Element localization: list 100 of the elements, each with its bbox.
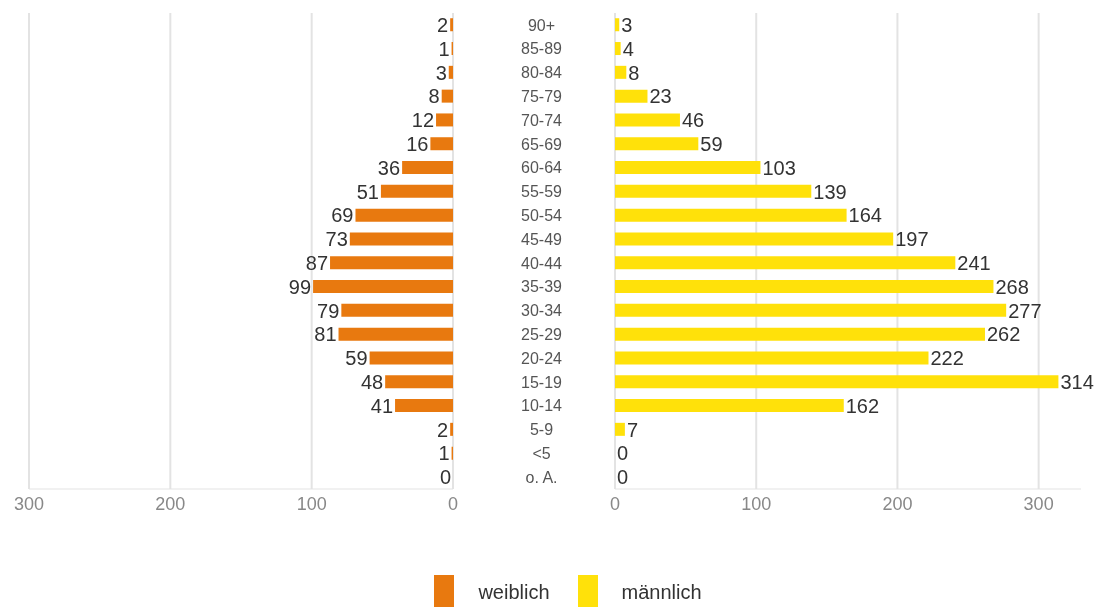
data-label: 162 bbox=[845, 394, 880, 417]
data-label: 69 bbox=[331, 204, 354, 227]
data-label: 1 bbox=[438, 442, 450, 465]
bar bbox=[615, 161, 761, 175]
bar bbox=[402, 161, 453, 175]
data-label: 1 bbox=[438, 37, 450, 60]
y-tick-label: 60-64 bbox=[521, 159, 563, 177]
y-tick-label: <5 bbox=[532, 444, 551, 462]
data-label: 241 bbox=[957, 251, 991, 274]
data-label: 51 bbox=[356, 180, 379, 203]
bar bbox=[615, 184, 812, 198]
bar bbox=[450, 422, 453, 436]
x-tick-label: 300 bbox=[1023, 493, 1054, 514]
y-tick-label: 75-79 bbox=[521, 87, 563, 105]
data-label: 81 bbox=[314, 323, 337, 346]
data-label: 59 bbox=[700, 132, 723, 155]
bar bbox=[385, 375, 453, 389]
bar bbox=[448, 65, 453, 79]
data-label: 0 bbox=[617, 466, 629, 489]
bar bbox=[615, 89, 648, 103]
data-label: 73 bbox=[325, 228, 348, 251]
x-tick-label: 0 bbox=[609, 493, 621, 514]
y-tick-label: 90+ bbox=[527, 16, 556, 34]
bar bbox=[615, 208, 847, 222]
data-label: 8 bbox=[628, 61, 640, 84]
legend-label: männlich bbox=[621, 580, 702, 604]
bar bbox=[615, 65, 627, 79]
bar bbox=[430, 137, 453, 151]
bar bbox=[380, 184, 453, 198]
data-label: 0 bbox=[439, 466, 451, 489]
y-tick-label: 35-39 bbox=[521, 278, 563, 296]
data-label: 7 bbox=[626, 418, 639, 441]
y-tick-label: 20-24 bbox=[521, 349, 563, 367]
y-tick-label: 15-19 bbox=[521, 373, 563, 391]
data-label: 268 bbox=[995, 275, 1029, 298]
data-label: 4 bbox=[622, 37, 634, 60]
y-tick-label: 50-54 bbox=[521, 206, 563, 224]
data-label: 48 bbox=[360, 370, 384, 393]
y-tick-label: 80-84 bbox=[521, 64, 563, 82]
bar bbox=[615, 327, 985, 341]
bar bbox=[355, 208, 453, 222]
data-label: 2 bbox=[437, 13, 449, 36]
bar bbox=[615, 42, 621, 56]
data-label: 103 bbox=[762, 156, 796, 179]
data-label: 197 bbox=[895, 228, 929, 251]
data-label: 41 bbox=[370, 394, 394, 417]
y-tick-label: 70-74 bbox=[521, 111, 563, 129]
y-tick-label: 65-69 bbox=[521, 135, 563, 153]
bar bbox=[615, 280, 994, 294]
bar bbox=[615, 399, 844, 413]
x-tick-label: 100 bbox=[296, 493, 327, 514]
data-label: 164 bbox=[848, 204, 882, 227]
bar bbox=[615, 137, 699, 151]
data-label: 23 bbox=[649, 85, 672, 108]
data-label: 3 bbox=[621, 13, 633, 36]
y-tick-label: o. A. bbox=[525, 468, 558, 486]
bar bbox=[615, 256, 956, 270]
bar bbox=[615, 351, 929, 365]
x-tick-label: 200 bbox=[882, 493, 913, 514]
bar bbox=[615, 303, 1007, 317]
x-tick-label: 300 bbox=[13, 493, 45, 514]
bar bbox=[441, 89, 453, 103]
bar bbox=[450, 18, 453, 32]
bar bbox=[341, 303, 453, 317]
y-tick-label: 5-9 bbox=[529, 421, 554, 439]
data-label: 99 bbox=[288, 275, 312, 298]
x-tick-label: 200 bbox=[155, 493, 186, 514]
bar bbox=[615, 375, 1059, 389]
data-label: 2 bbox=[437, 418, 449, 441]
data-label: 16 bbox=[406, 132, 429, 155]
y-tick-label: 10-14 bbox=[521, 397, 563, 415]
data-label: 277 bbox=[1008, 299, 1042, 322]
x-tick-label: 100 bbox=[741, 493, 772, 514]
y-tick-label: 55-59 bbox=[521, 183, 563, 201]
data-label: 0 bbox=[617, 442, 629, 465]
bar bbox=[395, 399, 453, 413]
data-label: 8 bbox=[428, 85, 440, 108]
legend-label: weiblich bbox=[478, 580, 550, 604]
bar bbox=[313, 280, 453, 294]
data-label: 3 bbox=[435, 61, 447, 84]
y-tick-label: 25-29 bbox=[521, 325, 563, 343]
x-tick-label: 0 bbox=[447, 493, 459, 514]
bar bbox=[615, 422, 625, 436]
bar bbox=[436, 113, 453, 127]
bar bbox=[369, 351, 453, 365]
data-label: 46 bbox=[681, 109, 705, 132]
data-label: 87 bbox=[305, 251, 329, 274]
bar bbox=[615, 232, 894, 246]
bar bbox=[338, 327, 453, 341]
data-label: 139 bbox=[813, 180, 847, 203]
y-tick-label: 30-34 bbox=[521, 302, 563, 320]
data-label: 12 bbox=[411, 109, 435, 132]
y-tick-label: 85-89 bbox=[521, 40, 563, 58]
data-label: 79 bbox=[317, 299, 340, 322]
data-label: 314 bbox=[1060, 370, 1094, 393]
y-tick-label: 40-44 bbox=[521, 254, 563, 272]
data-label: 59 bbox=[345, 347, 368, 370]
data-label: 222 bbox=[930, 347, 964, 370]
y-tick-label: 45-49 bbox=[521, 230, 563, 248]
bar bbox=[615, 113, 680, 127]
